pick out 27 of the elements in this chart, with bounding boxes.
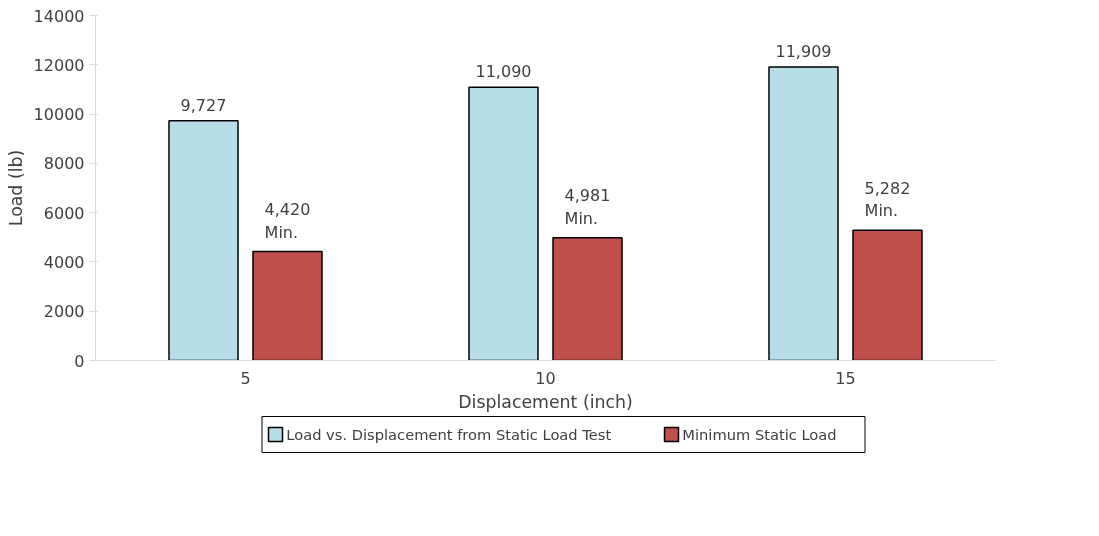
y-tick-label: 2000	[43, 302, 85, 322]
y-tick-label: 0	[74, 351, 85, 371]
y-tick-label: 4000	[43, 252, 85, 272]
bar	[768, 66, 839, 361]
legend-label: Load vs. Displacement from Static Load Test	[286, 426, 612, 443]
y-axis-title: Load (lb)	[5, 149, 26, 227]
data-label: 4,420 Min.	[264, 199, 311, 242]
y-tick-label: 8000	[43, 154, 85, 174]
x-axis-title: Displacement (inch)	[458, 391, 633, 412]
y-tick-label: 12000	[33, 55, 85, 75]
data-label: 9,727	[180, 95, 227, 115]
x-tick-label: 5	[240, 368, 251, 388]
bar	[468, 86, 539, 361]
y-tick-label: 10000	[33, 105, 85, 125]
x-tick-label: 15	[835, 368, 856, 388]
data-label: 11,909	[775, 42, 832, 62]
x-tick-label: 10	[535, 368, 556, 388]
bar	[252, 250, 323, 361]
data-label: 11,090	[475, 62, 532, 82]
bar	[552, 237, 623, 361]
legend-label: Minimum Static Load	[682, 426, 837, 443]
bar	[852, 229, 923, 361]
data-label: 4,981 Min.	[564, 185, 611, 228]
bar	[168, 120, 239, 361]
data-label: 5,282 Min.	[864, 178, 911, 221]
y-tick-label: 6000	[43, 203, 85, 223]
y-tick-label: 14000	[33, 6, 85, 26]
